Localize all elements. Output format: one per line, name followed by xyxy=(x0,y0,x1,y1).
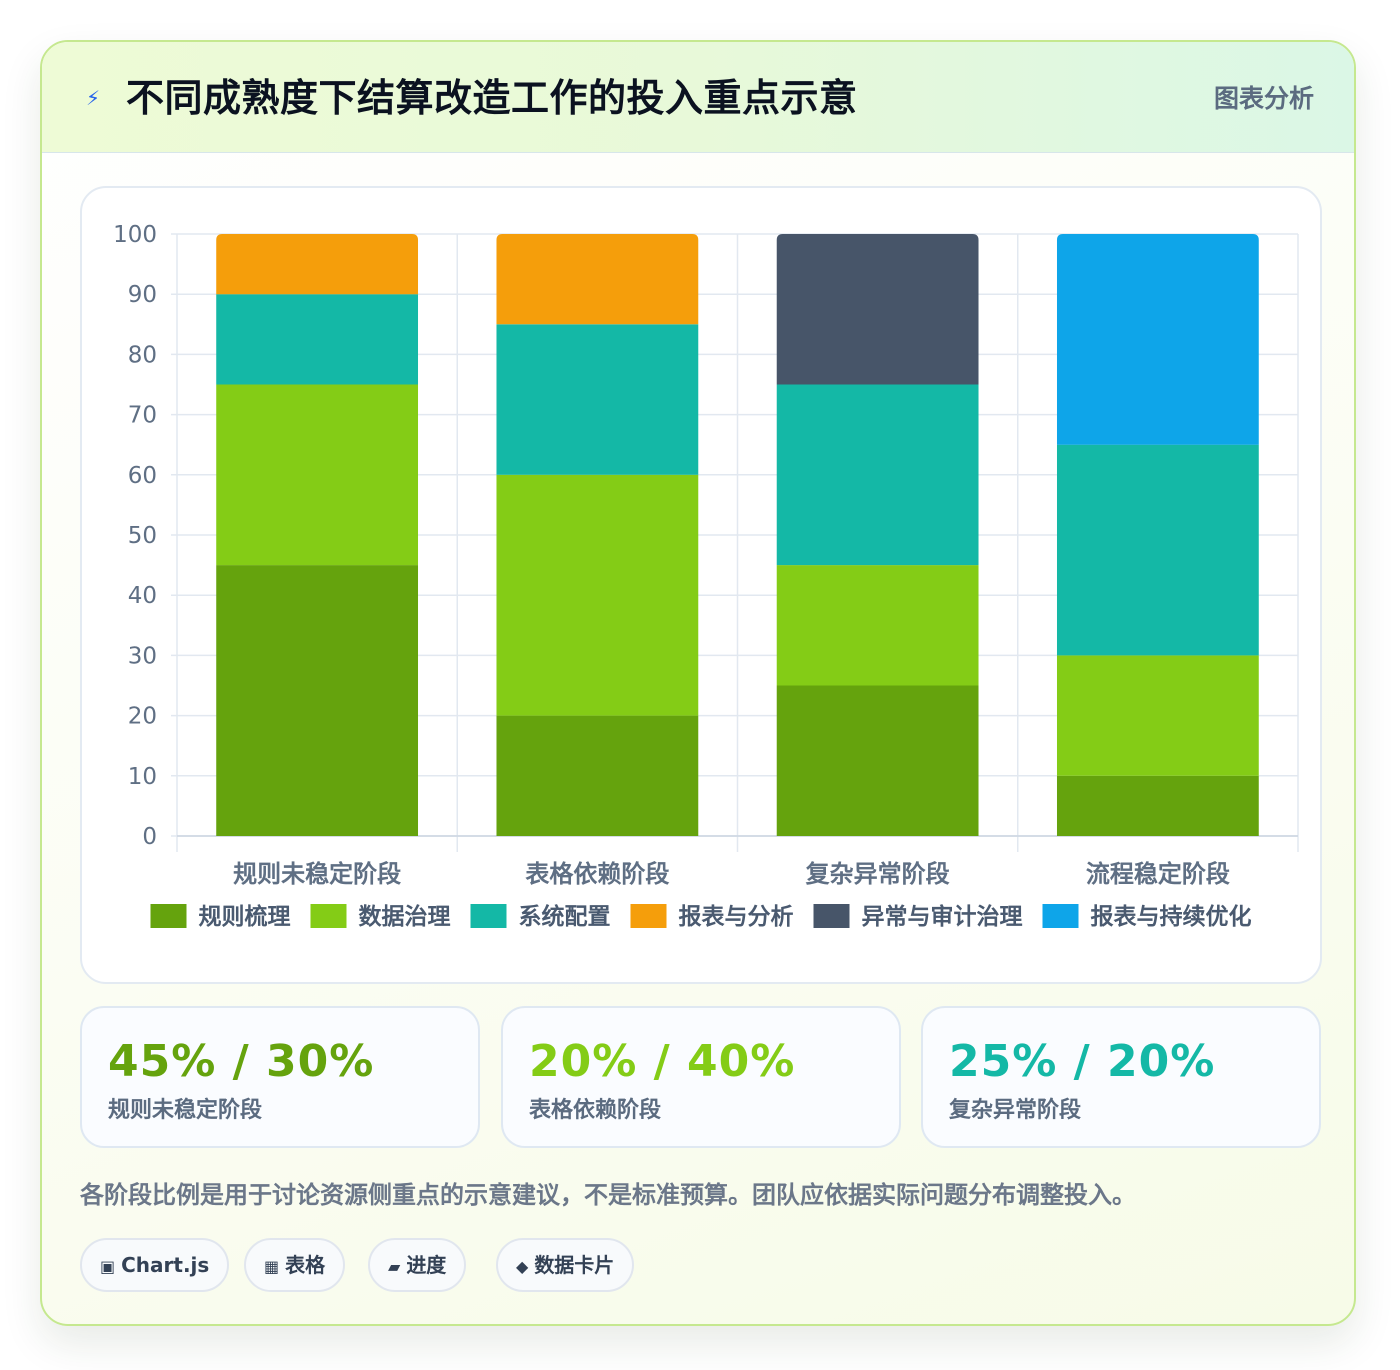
stat-card-2: 20% / 40% 表格依赖阶段 xyxy=(501,1006,901,1148)
y-tick-label: 70 xyxy=(128,403,157,429)
chart-analysis-tag: 图表分析 xyxy=(1213,84,1314,113)
stat-value: 45% / 30% xyxy=(108,1036,375,1087)
x-tick-label: 复杂异常阶段 xyxy=(805,860,950,888)
x-tick-label: 流程稳定阶段 xyxy=(1086,860,1230,888)
bar-segment xyxy=(776,234,979,385)
footnote: 各阶段比例是用于讨论资源侧重点的示意建议，不是标准预算。团队应依据实际问题分布调… xyxy=(80,1181,1136,1209)
pill-label: 表格 xyxy=(285,1253,326,1277)
x-tick-label: 表格依赖阶段 xyxy=(525,860,669,888)
legend-swatch xyxy=(813,904,850,928)
main-card: ⚡ 不同成熟度下结算改造工作的投入重点示意 图表分析 0 10 20 30 40 50 60… xyxy=(40,40,1356,1326)
data-card-icon: ◆ xyxy=(516,1257,529,1276)
legend-label: 数据治理 xyxy=(359,903,451,930)
card-header: ⚡ 不同成熟度下结算改造工作的投入重点示意 图表分析 xyxy=(42,42,1354,153)
y-tick-label: 0 xyxy=(142,824,157,850)
stacked-bar-chart: 0 10 20 30 40 50 60 70 80 90 100 规则未稳定阶段 表格依赖阶段 复杂异常阶… xyxy=(113,222,1299,930)
legend-label: 规则梳理 xyxy=(199,903,291,930)
legend-swatch xyxy=(150,904,187,928)
stat-value: 20% / 40% xyxy=(529,1036,796,1087)
y-tick-label: 100 xyxy=(113,222,157,248)
y-tick-label: 50 xyxy=(128,523,157,549)
y-tick-label: 90 xyxy=(128,282,157,308)
page-title: 不同成熟度下结算改造工作的投入重点示意 xyxy=(126,76,858,120)
bar-segment xyxy=(1056,655,1259,776)
bar-segment xyxy=(496,234,699,325)
legend-swatch xyxy=(310,904,347,928)
legend-label: 异常与审计治理 xyxy=(862,903,1023,930)
y-tick-label: 30 xyxy=(128,643,157,669)
legend-swatch xyxy=(630,904,667,928)
stat-label: 复杂异常阶段 xyxy=(949,1098,1082,1123)
bar-segment xyxy=(496,324,699,475)
pill-label: 数据卡片 xyxy=(534,1253,615,1277)
legend-label: 报表与持续优化 xyxy=(1091,903,1252,930)
pill-data-card[interactable]: ◆ 数据卡片 xyxy=(496,1238,635,1292)
bar-segment xyxy=(1056,775,1259,836)
stat-card-1: 45% / 30% 规则未稳定阶段 xyxy=(80,1006,480,1148)
bar-segment xyxy=(496,715,699,836)
chart-icon: ▣ xyxy=(100,1257,116,1276)
stat-label: 表格依赖阶段 xyxy=(529,1098,662,1123)
pill-chartjs[interactable]: ▣ Chart.js xyxy=(80,1238,230,1292)
x-tick-label: 规则未稳定阶段 xyxy=(233,860,401,888)
bar-segment xyxy=(1056,234,1259,445)
y-tick-label: 40 xyxy=(128,583,157,609)
bar-segment xyxy=(496,474,699,716)
pill-table[interactable]: ▦ 表格 xyxy=(244,1238,346,1292)
legend-swatch xyxy=(470,904,507,928)
bar-segment xyxy=(216,294,419,385)
bar-segment xyxy=(216,234,419,295)
legend-label: 系统配置 xyxy=(519,903,611,930)
progress-icon: ▰ xyxy=(388,1257,401,1276)
pill-label: Chart.js xyxy=(121,1253,210,1277)
lightning-icon: ⚡ xyxy=(86,86,101,110)
y-tick-label: 80 xyxy=(128,342,157,368)
table-icon: ▦ xyxy=(264,1257,280,1276)
legend-label: 报表与分析 xyxy=(679,904,794,930)
bar-segment xyxy=(216,384,419,566)
pill-progress[interactable]: ▰ 进度 xyxy=(368,1238,467,1292)
stat-value: 25% / 20% xyxy=(949,1036,1216,1087)
stat-card-3: 25% / 20% 复杂异常阶段 xyxy=(921,1006,1321,1148)
y-tick-label: 60 xyxy=(128,463,157,489)
bar-segment xyxy=(776,384,979,566)
bar-segment xyxy=(216,565,419,836)
bar-segment xyxy=(776,685,979,836)
y-tick-label: 10 xyxy=(128,764,157,790)
legend-swatch xyxy=(1042,904,1079,928)
bar-segment xyxy=(776,565,979,686)
pill-label: 进度 xyxy=(406,1253,447,1277)
stat-label: 规则未稳定阶段 xyxy=(108,1098,263,1123)
bar-segment xyxy=(1056,444,1259,656)
chart-panel: 0 10 20 30 40 50 60 70 80 90 100 规则未稳定阶段 表格依赖阶段 复杂异常阶… xyxy=(80,186,1322,984)
y-tick-label: 20 xyxy=(128,704,157,730)
